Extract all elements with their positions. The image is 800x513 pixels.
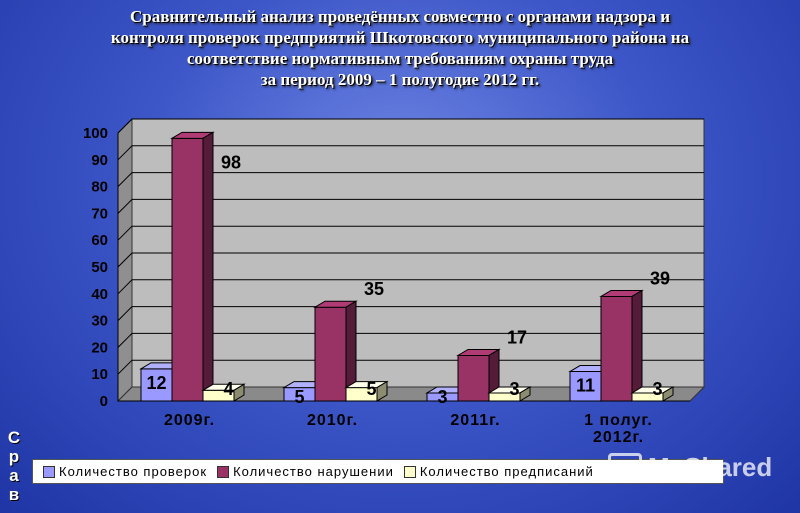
gridline bbox=[117, 118, 704, 134]
data-label: 4 bbox=[223, 379, 233, 399]
side-letter: в bbox=[8, 485, 20, 504]
gridline bbox=[117, 252, 704, 268]
bar-side bbox=[662, 386, 674, 402]
gridline bbox=[117, 145, 704, 161]
legend-swatch bbox=[217, 465, 230, 478]
bar-side bbox=[202, 131, 214, 402]
y-tick-label: 100 bbox=[83, 125, 108, 142]
bar-side bbox=[233, 383, 245, 402]
data-label: 11 bbox=[576, 376, 595, 396]
side-letter: р bbox=[8, 447, 20, 466]
data-label: 39 bbox=[650, 268, 670, 288]
watermark-logo: MyShared bbox=[608, 452, 772, 483]
y-tick-label: 10 bbox=[91, 366, 108, 383]
y-tick-label: 90 bbox=[91, 152, 108, 169]
gridline bbox=[117, 359, 704, 375]
y-tick-label: 50 bbox=[91, 259, 108, 276]
x-tick-label: 1 полуг. bbox=[584, 412, 653, 429]
legend-item: Количество нарушении bbox=[217, 464, 394, 479]
watermark-text: MyShared bbox=[648, 452, 773, 482]
presentation-icon bbox=[608, 453, 642, 482]
bar-side bbox=[631, 289, 643, 402]
title-line-3: соответствие нормативным требованиям охр… bbox=[186, 49, 614, 68]
data-label: 12 bbox=[146, 373, 166, 393]
gridline bbox=[117, 279, 704, 295]
x-tick-label: 2009г. bbox=[164, 412, 215, 429]
bar-1 bbox=[457, 354, 490, 402]
y-tick-label: 80 bbox=[91, 179, 108, 196]
title-line-1: Сравнительный анализ проведённых совмест… bbox=[130, 7, 670, 26]
data-label: 17 bbox=[507, 327, 527, 347]
legend-swatch bbox=[403, 465, 416, 478]
legend-swatch bbox=[43, 465, 55, 478]
chart-title: Сравнительный анализ проведённых совмест… bbox=[20, 6, 780, 90]
gridline bbox=[117, 306, 704, 321]
bar-chart: 0102030405060708090100129842009г.5355201… bbox=[83, 117, 706, 446]
data-label: 3 bbox=[437, 387, 447, 407]
y-tick-label: 20 bbox=[91, 339, 108, 356]
bar-1 bbox=[171, 137, 204, 402]
bar-1 bbox=[600, 295, 633, 402]
x-tick-label: 2010г. bbox=[307, 412, 358, 429]
legend-item: Количество предписаний bbox=[403, 464, 594, 479]
data-label: 35 bbox=[364, 279, 384, 299]
side-text: С р а в bbox=[4, 428, 24, 504]
bar-side bbox=[519, 386, 531, 402]
x-tick-label: 2011г. bbox=[450, 412, 500, 429]
gridline bbox=[117, 332, 704, 348]
data-label: 5 bbox=[294, 387, 304, 407]
title-line-4: за период 2009 – 1 полугодие 2012 гг. bbox=[260, 70, 540, 89]
x-tick-label: 2012г. bbox=[593, 429, 644, 446]
data-label: 3 bbox=[652, 379, 662, 399]
y-tick-label: 40 bbox=[91, 286, 108, 303]
bar-1 bbox=[314, 306, 347, 402]
legend-label: Количество нарушении bbox=[233, 464, 394, 479]
data-label: 5 bbox=[366, 379, 376, 399]
title-line-2: контроля проверок предприятий Шкотовског… bbox=[110, 28, 690, 47]
bar-side bbox=[376, 380, 388, 402]
gridline bbox=[117, 225, 704, 241]
gridline bbox=[117, 198, 704, 214]
y-tick-label: 30 bbox=[91, 313, 108, 330]
data-label: 98 bbox=[221, 152, 241, 172]
y-tick-label: 0 bbox=[100, 393, 108, 410]
legend-label: Количество предписаний bbox=[419, 464, 594, 479]
data-label: 3 bbox=[509, 379, 519, 399]
gridline bbox=[117, 172, 704, 187]
y-tick-label: 60 bbox=[91, 232, 108, 249]
side-letter: С bbox=[7, 428, 21, 447]
side-letter: а bbox=[9, 466, 19, 485]
legend-label: Количество проверок bbox=[59, 464, 208, 479]
legend-item: Количество проверок bbox=[43, 464, 207, 479]
y-tick-label: 70 bbox=[91, 205, 108, 222]
